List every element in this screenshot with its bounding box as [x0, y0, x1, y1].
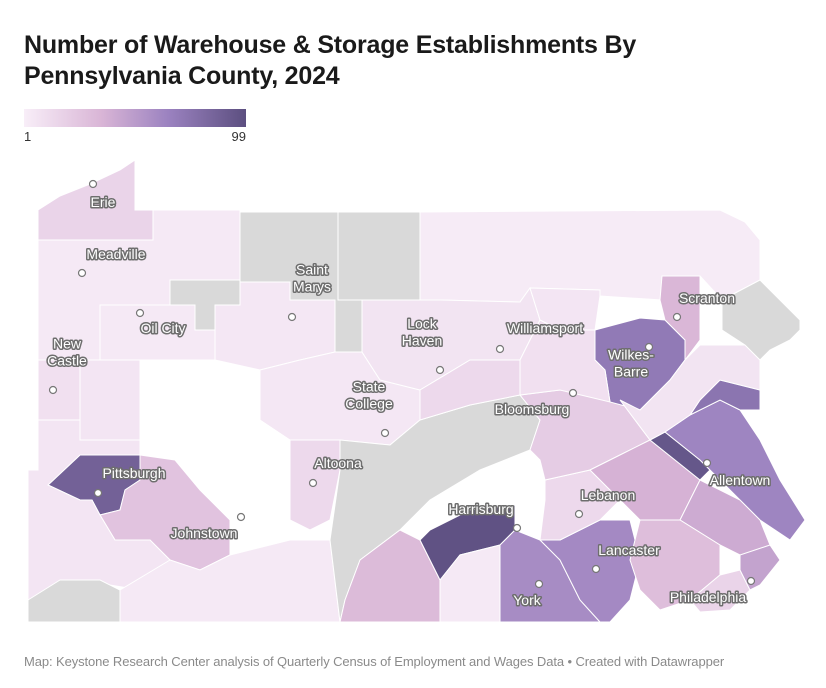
city-dot-icon [568, 388, 578, 398]
legend-labels: 1 99 [24, 129, 246, 147]
city-marker: Altoona [308, 454, 363, 488]
county-region[interactable] [538, 519, 641, 623]
city-marker: Johnstown [169, 512, 246, 543]
city-label: Harrisburg [448, 501, 513, 517]
city-dot-icon [746, 576, 756, 586]
city-dot-icon [512, 523, 522, 533]
legend-max-label: 99 [231, 129, 246, 144]
county-region[interactable] [37, 359, 81, 421]
city-label: Wilkes- [608, 347, 654, 363]
city-marker: Williamsport [495, 319, 585, 354]
county-region[interactable] [337, 211, 421, 301]
county-region[interactable] [721, 279, 801, 361]
city-label: Pittsburgh [102, 465, 165, 481]
city-dot-icon [77, 268, 87, 278]
city-dot-icon [574, 509, 584, 519]
city-dot-icon [287, 312, 297, 322]
city-label: Lancaster [598, 542, 660, 558]
city-label: Barre [614, 364, 648, 380]
source-credit: Map: Keystone Research Center analysis o… [24, 654, 725, 669]
city-label: Oil City [140, 320, 185, 336]
county-region[interactable] [79, 359, 141, 441]
city-dot-icon [591, 564, 601, 574]
city-label: New [53, 336, 82, 352]
city-dot-icon [48, 385, 58, 395]
city-label: Bloomsburg [495, 401, 570, 417]
city-marker: Allentown [702, 458, 772, 490]
county-layer [27, 159, 806, 623]
city-label: Meadville [86, 246, 145, 262]
city-label: Scranton [679, 290, 735, 306]
map-title: Number of Warehouse & Storage Establishm… [24, 31, 637, 90]
city-label: Williamsport [507, 320, 583, 336]
city-label: Philadelphia [670, 589, 746, 605]
legend-min-label: 1 [24, 129, 32, 144]
city-marker: Pittsburgh [93, 464, 167, 498]
city-dot-icon [135, 308, 145, 318]
city-marker: Erie [88, 179, 117, 212]
city-label: Castle [47, 353, 87, 369]
legend-gradient-bar [24, 109, 246, 127]
city-label: Haven [402, 333, 442, 349]
city-label: Allentown [710, 472, 771, 488]
city-label: College [345, 396, 393, 412]
city-marker: Philadelphia [668, 576, 756, 607]
city-marker: Oil City [135, 308, 187, 338]
city-dot-icon [435, 365, 445, 375]
city-marker: Meadville [77, 245, 147, 278]
city-marker: Wilkes-Barre [607, 342, 656, 381]
city-label: Lock [407, 316, 438, 332]
county-region[interactable] [214, 281, 336, 371]
city-marker: Scranton [672, 289, 737, 322]
city-marker: Lancaster [591, 541, 662, 574]
city-dot-icon [672, 312, 682, 322]
city-label: State [353, 379, 386, 395]
city-label: Lebanon [581, 487, 636, 503]
city-marker: York [512, 579, 544, 610]
city-dot-icon [380, 428, 390, 438]
city-dot-icon [702, 458, 712, 468]
city-dot-icon [88, 179, 98, 189]
city-dot-icon [644, 342, 654, 352]
city-label: Saint [296, 262, 328, 278]
county-region[interactable] [119, 539, 341, 623]
color-legend: 1 99 [24, 109, 246, 147]
city-label: Erie [91, 194, 116, 210]
city-marker: Bloomsburg [493, 388, 578, 419]
city-label: Altoona [314, 455, 362, 471]
county-region[interactable] [419, 359, 521, 421]
city-label: York [513, 592, 542, 608]
county-region[interactable] [679, 479, 771, 561]
city-dot-icon [93, 488, 103, 498]
city-dot-icon [534, 579, 544, 589]
city-label: Johnstown [171, 525, 238, 541]
city-label: Marys [293, 279, 331, 295]
city-dot-icon [236, 512, 246, 522]
county-region[interactable] [529, 287, 601, 331]
city-marker: Lebanon [574, 486, 637, 519]
city-marker: Harrisburg [447, 500, 522, 533]
city-dot-icon [495, 344, 505, 354]
county-region[interactable] [419, 209, 761, 303]
city-dot-icon [308, 478, 318, 488]
